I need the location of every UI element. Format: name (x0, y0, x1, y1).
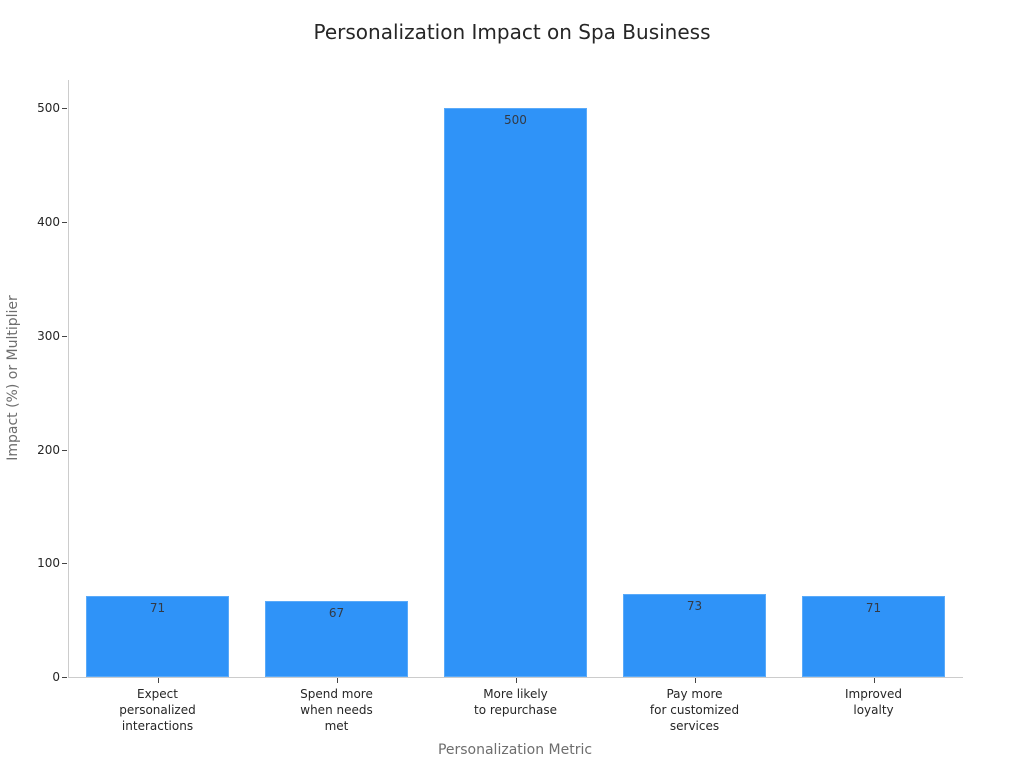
bar: 73 (622, 593, 767, 677)
y-tick-label: 0 (52, 670, 60, 684)
y-tick-label: 200 (37, 442, 60, 457)
x-tick (515, 678, 517, 683)
y-tick-label: 400 (37, 215, 60, 230)
y-axis-line (68, 80, 69, 677)
x-tick (873, 678, 875, 683)
y-tick-label: 100 (37, 556, 60, 571)
y-tick (62, 677, 67, 678)
bar: 71 (801, 596, 946, 677)
y-tick (62, 335, 67, 337)
y-axis-label: Impact (%) or Multiplier (5, 295, 21, 461)
plot-area: 0 100 200 300 400 500 71 Expect personalized in… (37, 80, 963, 733)
bar: 500 (443, 108, 588, 677)
bar-value-label: 67 (328, 605, 345, 620)
y-tick (62, 449, 67, 451)
y-tick (62, 108, 67, 110)
y-tick (62, 563, 67, 565)
bar: 67 (264, 600, 409, 677)
bar: 71 (85, 596, 230, 677)
bar-value-label: 71 (865, 601, 882, 616)
x-tick-label: Pay more for customized services (649, 687, 740, 733)
bar-value-label: 71 (149, 601, 166, 616)
x-tick-label: Spend more when needs met (300, 687, 373, 733)
bar-value-label: 500 (504, 113, 527, 128)
x-tick (694, 678, 696, 683)
x-axis-line (68, 677, 963, 678)
x-tick-label: More likely to repurchase (474, 687, 557, 717)
x-tick-label: Improved loyalty (845, 687, 902, 717)
chart-title: Personalization Impact on Spa Business (313, 20, 711, 44)
x-tick (336, 678, 338, 683)
x-axis-label: Personalization Metric (437, 742, 593, 758)
y-tick (62, 222, 67, 224)
bar-value-label: 73 (686, 598, 703, 613)
x-tick (157, 678, 159, 683)
x-tick-label: Expect personalized interactions (119, 687, 196, 733)
y-tick-label: 300 (37, 328, 60, 343)
y-tick-label: 500 (37, 101, 60, 116)
